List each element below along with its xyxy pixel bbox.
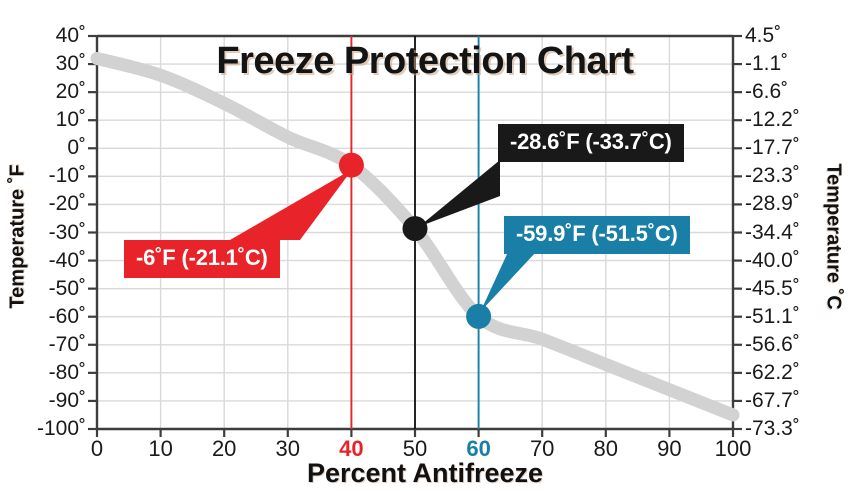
black-marker — [402, 216, 428, 242]
y-axis-right-tick: -28.9˚ — [745, 192, 800, 216]
y-axis-left-tick: -50˚ — [48, 276, 86, 300]
x-axis-tick: 90 — [657, 436, 682, 461]
y-axis-left-tick: 0˚ — [67, 136, 86, 160]
y-axis-right-tick: -67.7˚ — [745, 388, 800, 412]
x-axis-tick: 10 — [148, 436, 173, 461]
y-axis-right-tick: -6.6˚ — [745, 80, 789, 104]
y-axis-left-tick: -90˚ — [48, 388, 86, 412]
data-point-markers — [338, 152, 492, 329]
x-axis-tick: 30 — [275, 436, 301, 461]
y-axis-left-tick: -100˚ — [36, 417, 86, 440]
y-axis-right-tick: -40.0˚ — [745, 248, 800, 272]
y-axis-right-tick: 4.5˚ — [745, 24, 782, 47]
callout-label-black: -28.6˚F (-33.7˚C) — [498, 124, 684, 162]
y-axis-left-tick: 40˚ — [55, 24, 86, 47]
x-axis-tick: 100 — [714, 436, 752, 461]
y-axis-left-tick: -70˚ — [48, 332, 86, 356]
y-axis-right-tick: -12.2˚ — [745, 108, 800, 132]
y-axis-right-tick: -17.7˚ — [745, 136, 800, 160]
y-axis-right-tick-labels: 4.5˚ -1.1˚ -6.6˚ -12.2˚ -17.7˚ -23.3˚ -28.9˚ -3… — [745, 0, 817, 491]
y-axis-right-tick: -62.2˚ — [745, 360, 800, 384]
callout-label-red: -6˚F (-21.1˚C) — [124, 240, 280, 278]
x-axis-tick: 20 — [211, 436, 237, 461]
chart-title: Freeze Protection Chart — [216, 40, 634, 82]
y-axis-left-tick: -60˚ — [48, 304, 86, 328]
x-axis-tick: 0 — [90, 436, 104, 461]
y-axis-right-tick: -56.6˚ — [745, 332, 800, 356]
callout-label-blue: -59.9˚F (-51.5˚C) — [504, 216, 690, 254]
y-axis-left-tick: -40˚ — [48, 248, 86, 272]
x-axis-tick: 70 — [529, 436, 555, 461]
y-axis-right-tick: -45.5˚ — [745, 276, 800, 300]
y-axis-left-tick-labels: 40˚ 30˚ 20˚ 10˚ 0˚ -10˚ -20˚ -30˚ -40˚ -50˚ -60˚ -7… — [0, 0, 86, 491]
red-marker — [338, 152, 364, 178]
y-axis-right-title: Temperature ˚C — [822, 163, 845, 310]
blue-marker — [466, 303, 492, 329]
y-axis-right-tick: -51.1˚ — [745, 304, 800, 328]
y-axis-left-tick: 30˚ — [55, 52, 86, 76]
y-axis-right-tick: -73.3˚ — [745, 417, 800, 440]
y-axis-right-tick: -1.1˚ — [745, 52, 789, 76]
axis-ticks — [88, 34, 742, 437]
x-axis-tick: 60 — [466, 436, 491, 461]
y-axis-left-tick: -80˚ — [48, 360, 86, 384]
callout-pointers — [230, 160, 536, 312]
x-axis-tick-labels: 0 10 20 30 40 50 60 70 80 90 100 — [0, 430, 850, 464]
x-axis-title: Percent Antifreeze — [306, 458, 544, 488]
y-axis-left-tick: 20˚ — [55, 80, 86, 104]
y-axis-left-tick: 10˚ — [55, 108, 86, 132]
x-axis-tick: 80 — [593, 436, 619, 461]
y-axis-left-tick: -10˚ — [48, 164, 86, 188]
y-axis-left-title: Temperature ˚F — [6, 164, 29, 309]
x-axis-tick: 40 — [339, 436, 364, 461]
y-axis-right-tick: -23.3˚ — [745, 164, 800, 188]
y-axis-left-tick: -30˚ — [48, 220, 86, 244]
y-axis-left-tick: -20˚ — [48, 192, 86, 216]
y-axis-right-tick: -34.4˚ — [745, 220, 800, 244]
x-axis-tick: 50 — [402, 436, 428, 461]
